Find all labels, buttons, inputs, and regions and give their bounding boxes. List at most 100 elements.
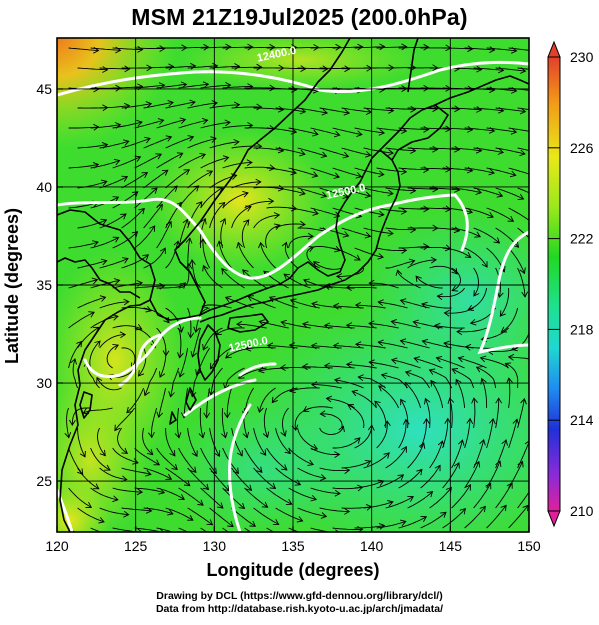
- streamline-arrowhead: [430, 379, 437, 387]
- streamline-arrowhead: [496, 291, 504, 298]
- y-tick-label: 25: [36, 473, 52, 489]
- streamline: [165, 169, 190, 189]
- streamline-arrowhead: [242, 431, 250, 439]
- streamline-arrowhead: [195, 369, 202, 376]
- streamline-arrowhead: [489, 417, 496, 425]
- streamline: [486, 47, 517, 52]
- streamline: [486, 505, 507, 529]
- streamline: [354, 525, 385, 529]
- streamline-arrowhead: [178, 493, 185, 500]
- streamline-arrowhead: [400, 168, 408, 175]
- streamline-arrowhead: [165, 135, 173, 142]
- streamline: [363, 452, 390, 469]
- streamline-arrowhead: [236, 450, 243, 457]
- streamline-arrowhead: [303, 278, 310, 285]
- streamline: [134, 285, 165, 289]
- streamline: [310, 207, 340, 217]
- streamline: [231, 106, 262, 109]
- streamline: [77, 507, 105, 523]
- streamline: [77, 467, 100, 490]
- streamline: [222, 192, 249, 209]
- streamline: [156, 119, 186, 129]
- streamline-arrowhead: [479, 355, 487, 363]
- streamline: [187, 238, 191, 269]
- streamline-arrowhead: [202, 343, 209, 351]
- streamline-arrowhead: [176, 152, 184, 159]
- streamline-arrowhead: [506, 377, 513, 384]
- streamline: [414, 357, 443, 369]
- streamline: [156, 221, 172, 249]
- streamline-arrowhead: [413, 356, 421, 363]
- streamline-arrowhead: [517, 460, 524, 468]
- streamline: [320, 413, 343, 429]
- streamline: [442, 508, 466, 529]
- streamline-arrowhead: [137, 46, 144, 53]
- streamline-arrowhead: [185, 237, 193, 244]
- streamline: [191, 327, 202, 358]
- streamline-arrowhead: [278, 105, 285, 113]
- streamline-arrowhead: [426, 491, 434, 498]
- streamline-arrowhead: [266, 342, 274, 350]
- streamline-arrowhead: [153, 459, 161, 466]
- streamline: [165, 241, 179, 269]
- streamline-arrowhead: [190, 62, 197, 70]
- streamline-arrowhead: [144, 136, 151, 144]
- streamline-arrowhead: [175, 201, 182, 209]
- streamline: [376, 167, 407, 173]
- streamline: [407, 491, 433, 509]
- streamline-arrowhead: [443, 340, 450, 348]
- streamline: [341, 107, 372, 113]
- streamline-arrowhead: [338, 425, 345, 433]
- streamline: [368, 322, 399, 329]
- streamline: [341, 147, 371, 156]
- streamlines: [64, 43, 547, 532]
- streamline: [531, 420, 543, 448]
- streamline-arrowhead: [307, 245, 315, 253]
- streamline: [121, 172, 148, 189]
- streamline: [486, 167, 516, 176]
- streamline-arrowhead: [354, 437, 361, 444]
- streamline: [391, 359, 421, 369]
- streamline-arrowhead: [471, 397, 478, 404]
- temperature-field: [57, 38, 529, 532]
- streamline: [332, 247, 361, 261]
- streamline: [363, 227, 394, 235]
- streamline: [442, 462, 460, 489]
- streamline: [77, 427, 86, 457]
- streamline-arrowhead: [301, 363, 308, 371]
- streamline-arrowhead: [489, 86, 496, 94]
- streamline-arrowhead: [151, 187, 158, 194]
- streamline: [244, 46, 275, 49]
- streamline-arrowhead: [320, 512, 328, 519]
- streamline: [429, 369, 453, 389]
- streamline: [517, 147, 529, 151]
- streamline: [451, 439, 463, 469]
- streamline-arrowhead: [196, 201, 203, 208]
- streamline-arrowhead: [542, 68, 547, 74]
- streamline: [282, 407, 289, 437]
- streamline: [517, 107, 529, 110]
- streamline: [319, 67, 350, 70]
- plot-title: MSM 21Z19Jul2025 (200.0hPa): [131, 4, 468, 30]
- streamline-arrowhead: [234, 63, 241, 70]
- streamline: [517, 187, 529, 194]
- streamline-arrowhead: [269, 43, 276, 51]
- streamline-arrowhead: [466, 207, 474, 215]
- streamline-arrowhead: [364, 191, 372, 199]
- streamline: [451, 187, 482, 194]
- streamline: [275, 427, 291, 454]
- streamline-arrowhead: [206, 170, 214, 177]
- streamline: [352, 390, 377, 409]
- streamline: [508, 167, 529, 175]
- streamline-arrowhead: [123, 510, 130, 518]
- streamline: [134, 153, 162, 169]
- streamline-arrowhead: [335, 43, 342, 51]
- streamline-arrowhead: [332, 302, 340, 310]
- streamline-arrowhead: [473, 460, 481, 468]
- streamline-arrowhead: [407, 496, 414, 502]
- streamline: [253, 107, 284, 111]
- streamline: [385, 496, 414, 509]
- streamline-arrowhead: [112, 196, 120, 203]
- streamline: [378, 301, 408, 309]
- streamline-arrowhead: [126, 406, 133, 414]
